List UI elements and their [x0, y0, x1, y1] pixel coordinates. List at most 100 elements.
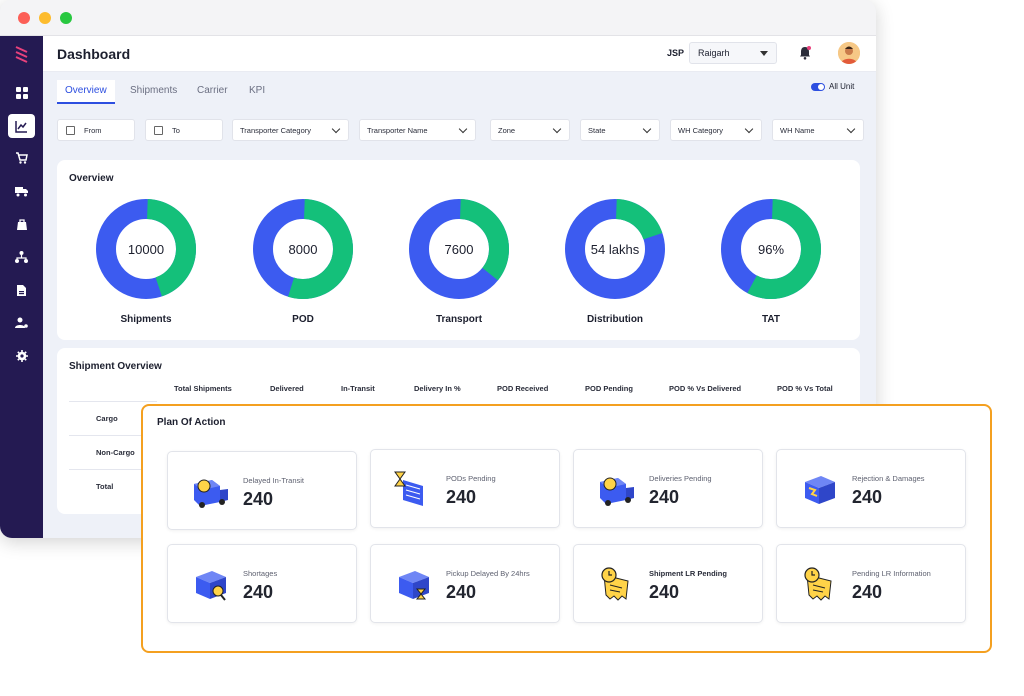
document-icon	[17, 284, 26, 296]
tile-value: 240	[852, 582, 883, 602]
chevron-down-icon	[331, 124, 341, 134]
donut-segment-secondary	[565, 199, 665, 299]
wh-category-label: WH Category	[678, 126, 724, 135]
page-title: Dashboard	[57, 46, 131, 62]
tile-delayed-in-transit[interactable]: Delayed In-Transit 240	[167, 451, 357, 530]
column-header: POD Pending	[585, 384, 633, 393]
hierarchy-icon	[15, 251, 28, 263]
donut-center-value: 7600	[444, 242, 474, 257]
tab-overview[interactable]: Overview	[57, 80, 115, 104]
chevron-down-icon	[846, 124, 856, 134]
tat-donut-chart	[721, 199, 821, 299]
grid-icon	[15, 87, 28, 99]
column-header: Delivery In %	[414, 384, 461, 393]
tile-label: Delayed In-Transit	[243, 476, 304, 485]
column-header: POD Received	[497, 384, 549, 393]
donut-segment-primary	[565, 199, 665, 299]
tile-value: 240	[446, 582, 477, 602]
donut-label: TAT	[762, 314, 780, 325]
brand-logo-icon[interactable]	[13, 44, 30, 66]
sidebar-item-user-settings[interactable]	[8, 311, 35, 335]
donut-segment-secondary	[721, 199, 821, 299]
notification-button[interactable]	[799, 46, 811, 65]
donut-segment-secondary	[96, 199, 196, 299]
user-avatar-icon	[838, 42, 860, 64]
donut-label: Distribution	[586, 314, 644, 325]
box-hourglass-icon	[399, 571, 429, 600]
column-header: POD % Vs Total	[777, 384, 833, 393]
wh-name-filter[interactable]: WH Name	[772, 119, 864, 141]
tile-value: 240	[649, 487, 680, 507]
transporter-category-label: Transporter Category	[240, 126, 312, 135]
table-row-label: Cargo	[96, 414, 118, 423]
caret-down-icon	[760, 51, 768, 56]
tab-carrier[interactable]: Carrier	[197, 85, 228, 96]
zone-label: Zone	[498, 126, 516, 135]
tile-label: Deliveries Pending	[649, 474, 712, 483]
tile-label: Pickup Delayed By 24hrs	[446, 569, 530, 578]
calendar-icon	[66, 126, 75, 135]
location-select[interactable]: Raigarh	[689, 42, 777, 64]
chart-icon	[15, 120, 27, 133]
to-date-label: To	[172, 126, 180, 135]
maximize-window-button[interactable]	[60, 12, 72, 24]
tile-deliveries-pending[interactable]: Deliveries Pending 240	[573, 449, 763, 528]
sidebar-item-settings[interactable]	[8, 344, 35, 368]
transporter-category-filter[interactable]: Transporter Category	[232, 119, 349, 141]
column-header: In-Transit	[341, 384, 375, 393]
close-window-button[interactable]	[18, 12, 30, 24]
all-unit-toggle-label: All Unit	[829, 82, 855, 91]
state-label: State	[588, 126, 606, 135]
sidebar-item-orders[interactable]	[8, 146, 35, 170]
tile-rejection-damages[interactable]: Rejection & Damages 240	[776, 449, 966, 528]
tile-label: Shortages	[243, 569, 278, 578]
tile-value: 240	[852, 487, 883, 507]
sidebar-item-analytics[interactable]	[8, 114, 35, 138]
donut-center-value: 96%	[757, 242, 785, 257]
unit-code: JSP	[667, 48, 685, 58]
avatar[interactable]	[838, 42, 860, 64]
tab-shipments[interactable]: Shipments	[130, 85, 178, 96]
box-search-icon	[196, 571, 226, 601]
chevron-down-icon	[552, 124, 562, 134]
tile-pods-pending[interactable]: PODs Pending 240	[370, 449, 560, 528]
state-filter[interactable]: State	[580, 119, 660, 141]
sidebar-item-dashboard[interactable]	[8, 81, 35, 105]
sidebar-item-network[interactable]	[8, 245, 35, 269]
wh-category-filter[interactable]: WH Category	[670, 119, 762, 141]
row-divider	[69, 469, 157, 470]
receipt-clock-icon	[804, 567, 832, 601]
chevron-down-icon	[642, 124, 652, 134]
location-select-value: Raigarh	[698, 48, 730, 58]
gear-icon	[15, 350, 28, 362]
tile-shortages[interactable]: Shortages 240	[167, 544, 357, 623]
minimize-window-button[interactable]	[39, 12, 51, 24]
sidebar-item-reports[interactable]	[8, 278, 35, 302]
donut-label: POD	[292, 314, 314, 325]
tile-shipment-lr-pending[interactable]: Shipment LR Pending 240	[573, 544, 763, 623]
plan-of-action-title: Plan Of Action	[157, 417, 226, 428]
sidebar-item-transport[interactable]	[8, 179, 35, 203]
donut-center-value: 8000	[288, 242, 318, 257]
sidebar-item-inventory[interactable]	[8, 212, 35, 236]
sidebar	[0, 36, 43, 538]
tile-value: 240	[649, 582, 680, 602]
from-date-label: From	[84, 126, 102, 135]
donut-center-value: 54 lakhs	[590, 242, 640, 257]
tile-pickup-delayed[interactable]: Pickup Delayed By 24hrs 240	[370, 544, 560, 623]
from-date-filter[interactable]: From	[57, 119, 135, 141]
transporter-name-filter[interactable]: Transporter Name	[359, 119, 476, 141]
column-header: Delivered	[270, 384, 304, 393]
chevron-down-icon	[744, 124, 754, 134]
tile-value: 240	[446, 487, 477, 507]
calendar-icon	[154, 126, 163, 135]
to-date-filter[interactable]: To	[145, 119, 223, 141]
title-bar	[0, 0, 876, 36]
user-gear-icon	[15, 317, 28, 328]
tile-pending-lr-information[interactable]: Pending LR Information 240	[776, 544, 966, 623]
tab-kpi[interactable]: KPI	[249, 85, 266, 96]
zone-filter[interactable]: Zone	[490, 119, 570, 141]
column-header: POD % Vs Delivered	[669, 384, 742, 393]
all-unit-toggle[interactable]	[811, 83, 825, 91]
tile-label: Rejection & Damages	[852, 474, 925, 483]
